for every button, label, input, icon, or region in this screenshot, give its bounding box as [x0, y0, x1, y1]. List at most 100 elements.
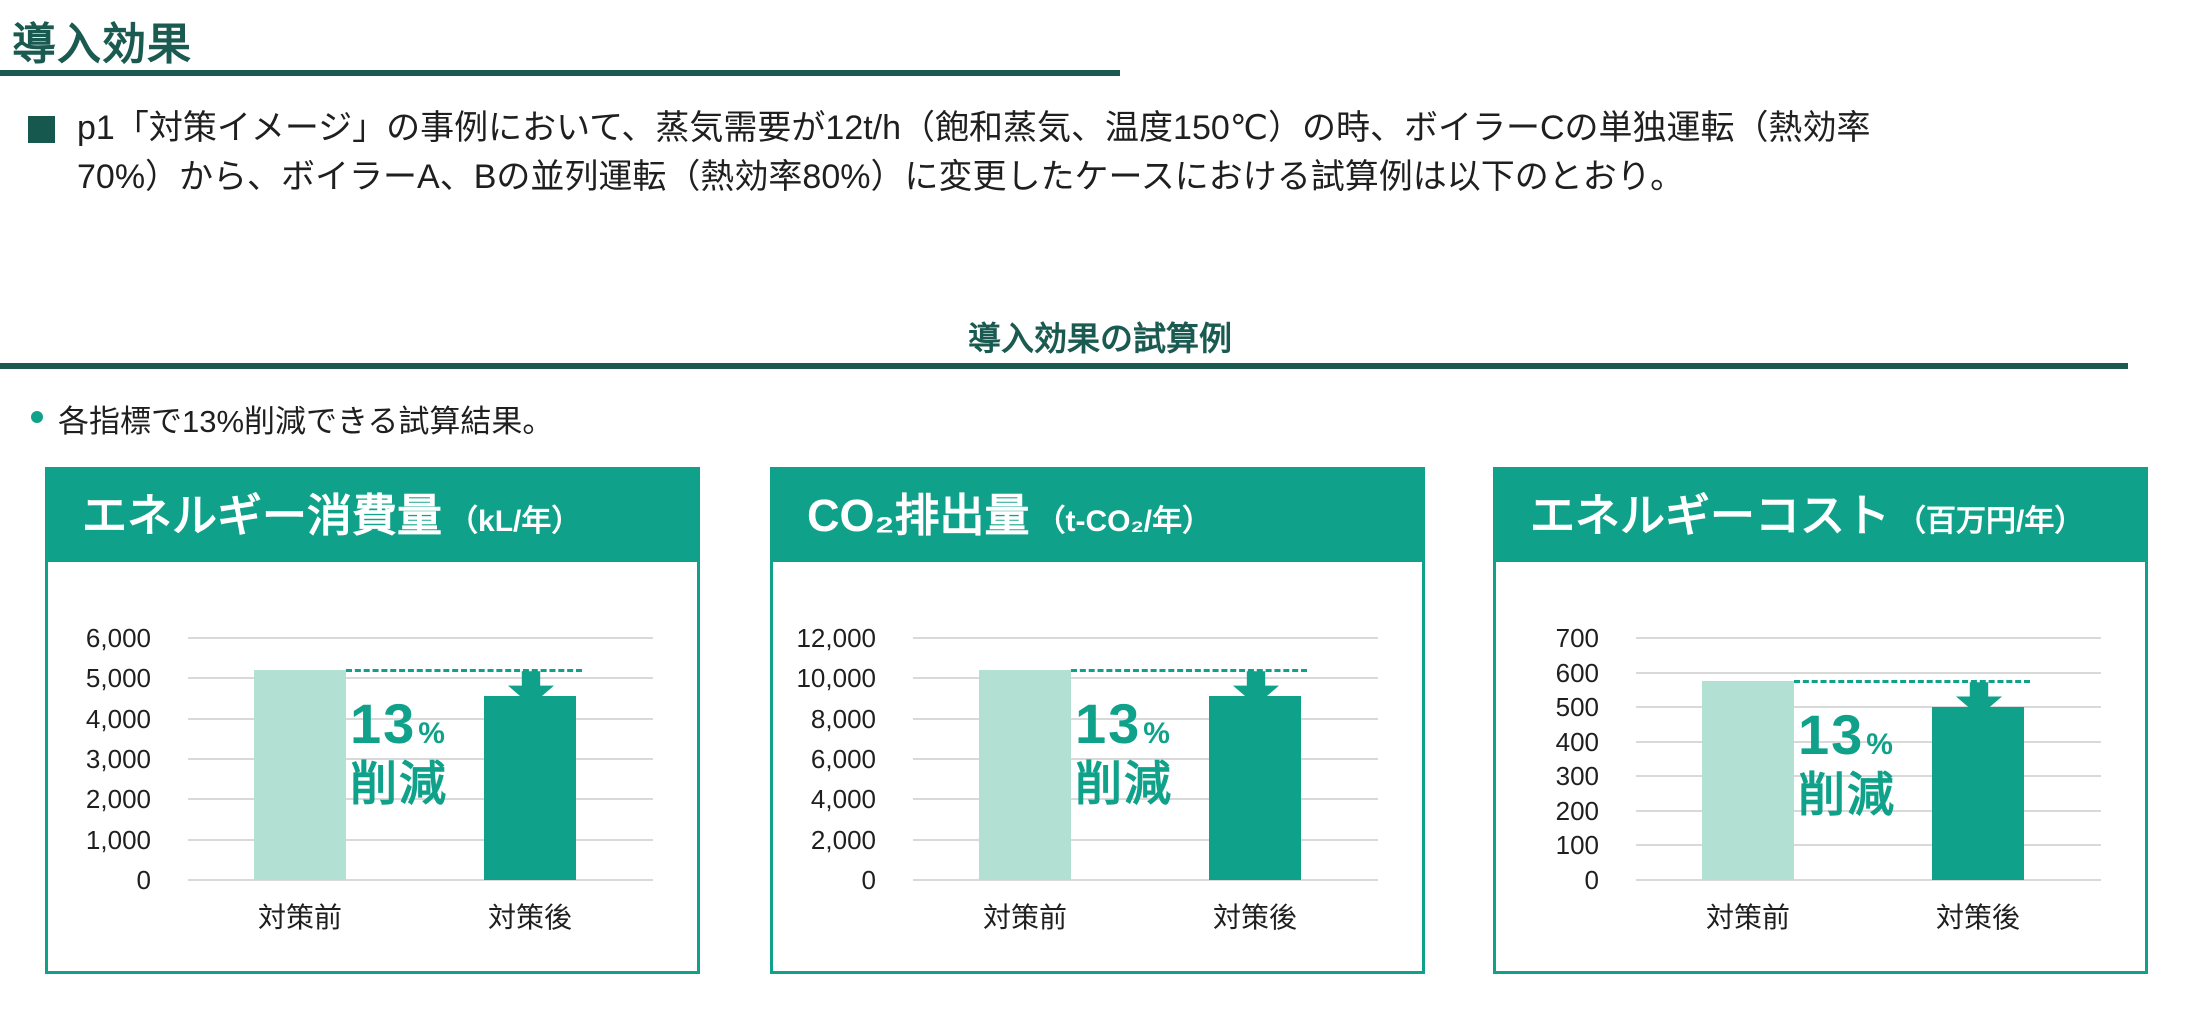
plot-area: 対策前 対策後 13% 削減: [188, 637, 653, 933]
chart-unit: （t-CO₂/年）: [1035, 505, 1213, 538]
bar-対策前: [254, 670, 346, 880]
y-axis-tick-label: 600: [1555, 657, 1599, 688]
bar-対策前: [1702, 681, 1794, 880]
y-axis-tick-label: 0: [1584, 865, 1599, 895]
gridline: [1636, 809, 2101, 812]
gridline: [1636, 706, 2101, 709]
baseline-dashed-line: [1071, 669, 1307, 673]
chart-title: エネルギー消費量: [82, 490, 443, 541]
chart-title: エネルギーコスト: [1530, 490, 1891, 541]
chart-title: CO₂排出量: [807, 490, 1030, 541]
reduction-label: 削減: [1798, 768, 1896, 822]
note-bullet: 各指標で13%削減できる試算結果。: [0, 394, 2200, 439]
y-axis-tick-label: 100: [1555, 830, 1599, 861]
gridline: [913, 717, 1378, 720]
reduction-label: 削減: [1075, 757, 1173, 811]
baseline-dashed-line: [346, 669, 582, 673]
x-axis-label: 対策後: [1212, 902, 1297, 933]
reduction-label: 削減: [350, 757, 448, 811]
section-divider: [0, 363, 2128, 369]
gridline: [188, 838, 653, 841]
chart-card-body: 0 2,000 4,000 6,000 8,000 10,000 12,000 対策前 対策後…: [773, 562, 1422, 974]
reduction-value: 13: [1075, 692, 1142, 756]
gridline: [913, 677, 1378, 680]
y-axis-tick-label: 2,000: [85, 784, 151, 815]
y-axis-tick-label: 10,000: [796, 663, 876, 694]
x-axis-label: 対策前: [982, 902, 1067, 933]
y-axis-tick-label: 300: [1555, 761, 1599, 792]
note-text: 各指標で13%削減できる試算結果。: [58, 404, 554, 439]
bar-chart-co2-emissions: 0 2,000 4,000 6,000 8,000 10,000 12,000 対策前 対策後…: [773, 562, 1422, 974]
gridline: [1636, 740, 2101, 743]
gridline: [188, 717, 653, 720]
gridline: [188, 677, 653, 680]
y-axis-tick-label: 400: [1555, 726, 1599, 757]
bar-対策後: [1932, 707, 2024, 880]
chart-unit: （百万円/年）: [1896, 505, 2085, 538]
y-axis-tick-label: 2,000: [810, 824, 876, 855]
chart-card-co2-emissions: CO₂排出量 （t-CO₂/年） 0 2,000 4,000 6,000 8,000 10,…: [770, 467, 1425, 974]
plot-area: 対策前 対策後 13% 削減: [1636, 637, 2101, 933]
chart-card-header: エネルギーコスト （百万円/年）: [1496, 470, 2145, 562]
intro-text: p1「対策イメージ」の事例において、蒸気需要が12t/h（飽和蒸気、温度150℃…: [77, 104, 2187, 202]
bar-対策前: [979, 670, 1071, 880]
reduction-annotation: 13% 削減: [1075, 696, 1305, 811]
reduction-unit: %: [418, 717, 445, 751]
gridline: [1636, 671, 2101, 674]
y-axis-tick-label: 3,000: [85, 744, 151, 774]
gridline: [188, 637, 653, 639]
reduction-annotation: 13% 削減: [350, 696, 580, 811]
y-axis-tick-label: 500: [1555, 692, 1599, 723]
y-axis-tick-label: 4,000: [85, 703, 151, 734]
chart-card-body: 0 1,000 2,000 3,000 4,000 5,000 6,000 対策前 対策後 13…: [48, 562, 697, 974]
x-axis-label: 対策前: [1705, 902, 1790, 933]
y-axis-tick-label: 200: [1555, 795, 1599, 826]
gridline: [1636, 637, 2101, 639]
dot-bullet-icon: [31, 411, 43, 423]
y-axis-tick-label: 0: [136, 865, 151, 895]
chart-card-header: エネルギー消費量 （kL/年）: [48, 470, 697, 562]
gridline: [913, 838, 1378, 841]
gridline: [913, 758, 1378, 760]
chart-card-energy-consumption: エネルギー消費量 （kL/年） 0 1,000 2,000 3,000 4,000 5,00…: [45, 467, 700, 974]
gridline: [913, 879, 1378, 881]
intro-text-line-2: 70%）から、ボイラーA、Bの並列運転（熱効率80%）に変更したケースにおける試…: [77, 158, 1685, 196]
x-axis-label: 対策前: [257, 902, 342, 933]
chart-card-body: 0 100 200 300 400 500 600 700 対策前 対策後 13% 削減: [1496, 562, 2145, 974]
gridline: [913, 637, 1378, 639]
gridline: [188, 758, 653, 760]
bar-対策後: [1209, 696, 1301, 880]
reduction-value: 13: [350, 692, 417, 756]
y-axis-tick-label: 5,000: [85, 663, 151, 694]
gridline: [188, 798, 653, 801]
bar-対策後: [484, 696, 576, 880]
x-axis-label: 対策後: [487, 902, 572, 933]
bar-chart-energy-cost: 0 100 200 300 400 500 600 700 対策前 対策後 13% 削減: [1496, 562, 2145, 974]
y-axis-tick-label: 12,000: [796, 623, 876, 653]
gridline: [1636, 775, 2101, 778]
y-axis-tick-label: 1,000: [85, 824, 151, 855]
gridline: [1636, 844, 2101, 847]
chart-card-header: CO₂排出量 （t-CO₂/年）: [773, 470, 1422, 562]
plot-area: 対策前 対策後 13% 削減: [913, 637, 1378, 933]
gridline: [1636, 879, 2101, 881]
intro-text-line-1: p1「対策イメージ」の事例において、蒸気需要が12t/h（飽和蒸気、温度150℃…: [77, 109, 1871, 147]
chart-unit: （kL/年）: [448, 505, 582, 538]
gridline: [913, 798, 1378, 801]
chart-card-energy-cost: エネルギーコスト （百万円/年） 0 100 200 300 400 500 600 700 対…: [1493, 467, 2148, 974]
title-underline: [0, 70, 1120, 76]
reduction-unit: %: [1866, 728, 1893, 762]
y-axis-tick-label: 4,000: [810, 784, 876, 815]
page-title: 導入効果: [12, 20, 192, 69]
reduction-annotation: 13% 削減: [1798, 707, 2028, 822]
reduction-value: 13: [1798, 703, 1865, 767]
y-axis-tick-label: 8,000: [810, 703, 876, 734]
baseline-dashed-line: [1794, 680, 2030, 684]
y-axis-tick-label: 6,000: [810, 744, 876, 774]
gridline: [188, 879, 653, 881]
reduction-unit: %: [1143, 717, 1170, 751]
y-axis-tick-label: 700: [1555, 623, 1599, 653]
x-axis-label: 対策後: [1935, 902, 2020, 933]
section-title: 導入効果の試算例: [968, 320, 1232, 357]
y-axis-tick-label: 6,000: [85, 623, 151, 653]
